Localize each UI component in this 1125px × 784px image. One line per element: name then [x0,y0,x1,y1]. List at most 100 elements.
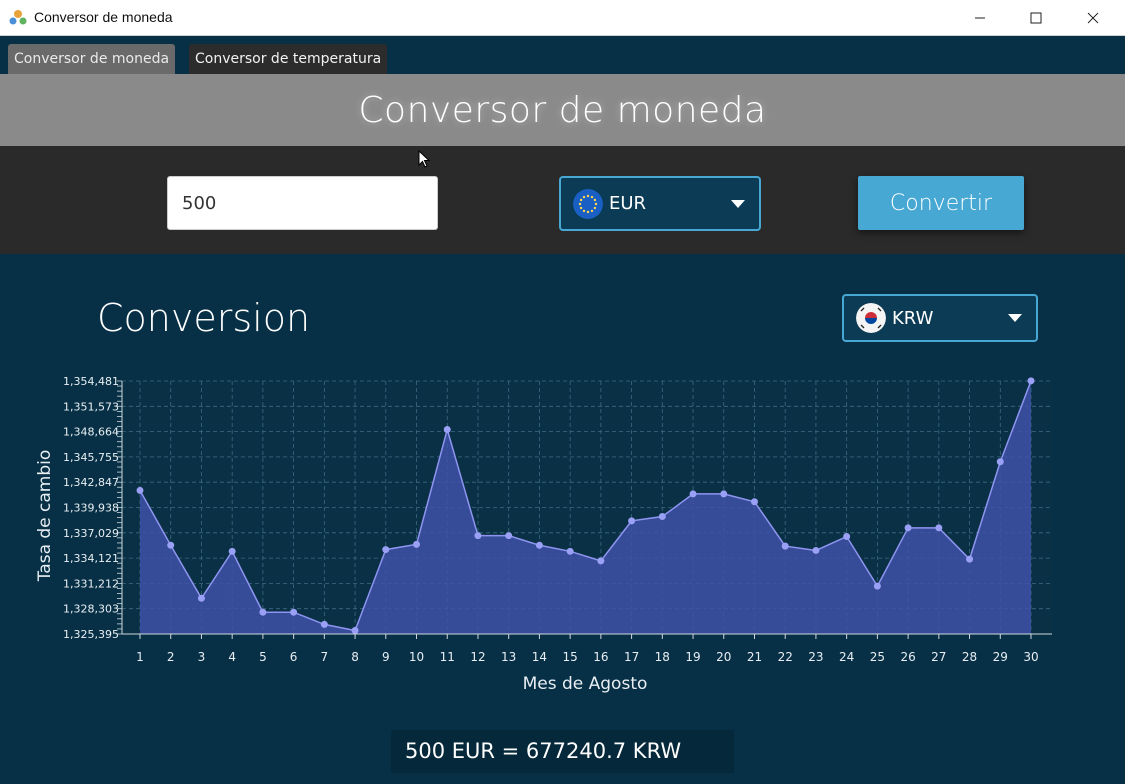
y-tick-label: 1,354,481 [63,375,119,388]
x-tick-label: 26 [900,650,915,664]
app-icon [9,10,27,25]
x-tick-label: 24 [839,650,854,664]
data-point [443,426,451,434]
x-tick-label: 11 [440,650,455,664]
chevron-down-icon [1008,314,1022,322]
data-point [505,532,513,540]
series-line [139,380,1032,632]
close-icon [1087,12,1099,23]
x-tick-label: 7 [321,650,329,664]
maximize-button[interactable] [1013,0,1059,35]
target-currency-code: KRW [892,307,934,329]
y-tick-label: 1,339,938 [63,502,119,515]
x-tick-label: 21 [747,650,762,664]
data-point [1027,377,1035,385]
south-korea-flag-icon [856,303,886,333]
section-title: Conversion [97,296,311,340]
data-point [781,542,789,550]
x-tick-label: 22 [778,650,793,664]
close-button[interactable] [1070,0,1116,35]
x-tick-label: 4 [228,650,236,664]
source-currency-select[interactable]: EUR [559,176,761,231]
data-point [904,524,912,532]
x-tick-label: 10 [409,650,424,664]
tab-temperature-converter[interactable]: Conversor de temperatura [189,44,388,74]
minimize-icon [975,17,985,18]
data-point [474,532,482,540]
y-tick-label: 1,334,121 [63,552,119,565]
y-tick-label: 1,328,303 [63,603,119,616]
data-point [873,582,881,590]
x-tick-label: 14 [532,650,547,664]
window-titlebar: Conversor de moneda [0,0,1125,36]
data-point [197,594,205,602]
conversion-result: 500 EUR = 677240.7 KRW [391,730,734,773]
y-tick-label: 1,331,212 [63,577,119,590]
x-tick-label: 30 [1023,650,1038,664]
data-point [351,626,359,634]
page-header: Conversor de moneda [0,74,1125,146]
data-point [750,498,758,506]
data-point [843,533,851,541]
y-tick-label: 1,348,664 [63,426,119,439]
target-currency-select[interactable]: KRW [842,294,1038,342]
x-tick-label: 1 [136,650,144,664]
data-point [658,513,666,521]
x-tick-label: 19 [685,650,700,664]
y-tick-label: 1,345,755 [63,451,119,464]
maximize-icon [1030,12,1042,23]
data-point [320,620,328,628]
x-tick-label: 6 [290,650,298,664]
data-point [228,547,236,555]
exchange-rate-chart: 1,325,395 1,328,303 1,331,212 1,334,121 1,33… [35,375,1052,694]
data-point [413,540,421,548]
x-axis-label: Mes de Agosto [523,674,648,694]
x-tick-label: 15 [562,650,577,664]
tab-bar: Conversor de moneda Conversor de tempera… [0,36,1125,74]
amount-input[interactable] [167,176,438,230]
series-area [140,380,1031,634]
x-tick-label: 29 [993,650,1008,664]
convert-button[interactable]: Convertir [858,176,1024,230]
x-tick-label: 23 [808,650,823,664]
x-tick-label: 28 [962,650,977,664]
data-point [136,486,144,494]
data-point [720,490,728,498]
data-point [935,524,943,532]
x-tick-label: 17 [624,650,639,664]
x-tick-label: 13 [501,650,516,664]
mouse-cursor-icon [418,150,431,168]
minimize-button[interactable] [957,0,1003,35]
x-tick-label: 12 [470,650,485,664]
x-tick-label: 20 [716,650,731,664]
data-point [689,490,697,498]
x-tick-label: 9 [382,650,390,664]
x-tick-label: 18 [655,650,670,664]
x-tick-label: 27 [931,650,946,664]
data-point [966,555,974,563]
y-tick-label: 1,337,029 [63,527,119,540]
y-tick-label: 1,351,573 [63,400,119,413]
data-point [996,458,1004,466]
source-currency-code: EUR [609,193,647,214]
data-point [290,608,298,616]
chevron-down-icon [731,199,745,208]
data-point [535,541,543,549]
y-tick-label: 1,325,395 [63,628,119,641]
page-title: Conversor de moneda [358,89,767,131]
data-point [628,517,636,525]
y-axis-label: Tasa de cambio [35,450,55,583]
x-tick-label: 8 [351,650,359,664]
x-tick-label: 25 [870,650,885,664]
x-tick-label: 16 [593,650,608,664]
data-point [812,546,820,554]
window-title: Conversor de moneda [34,9,173,25]
tab-currency-converter[interactable]: Conversor de moneda [8,44,176,74]
data-point [259,608,267,616]
x-tick-label: 3 [198,650,206,664]
data-point [167,541,175,549]
x-tick-label: 2 [167,650,175,664]
data-point [382,546,390,554]
eu-flag-icon [573,188,603,219]
y-tick-label: 1,342,847 [63,476,119,489]
